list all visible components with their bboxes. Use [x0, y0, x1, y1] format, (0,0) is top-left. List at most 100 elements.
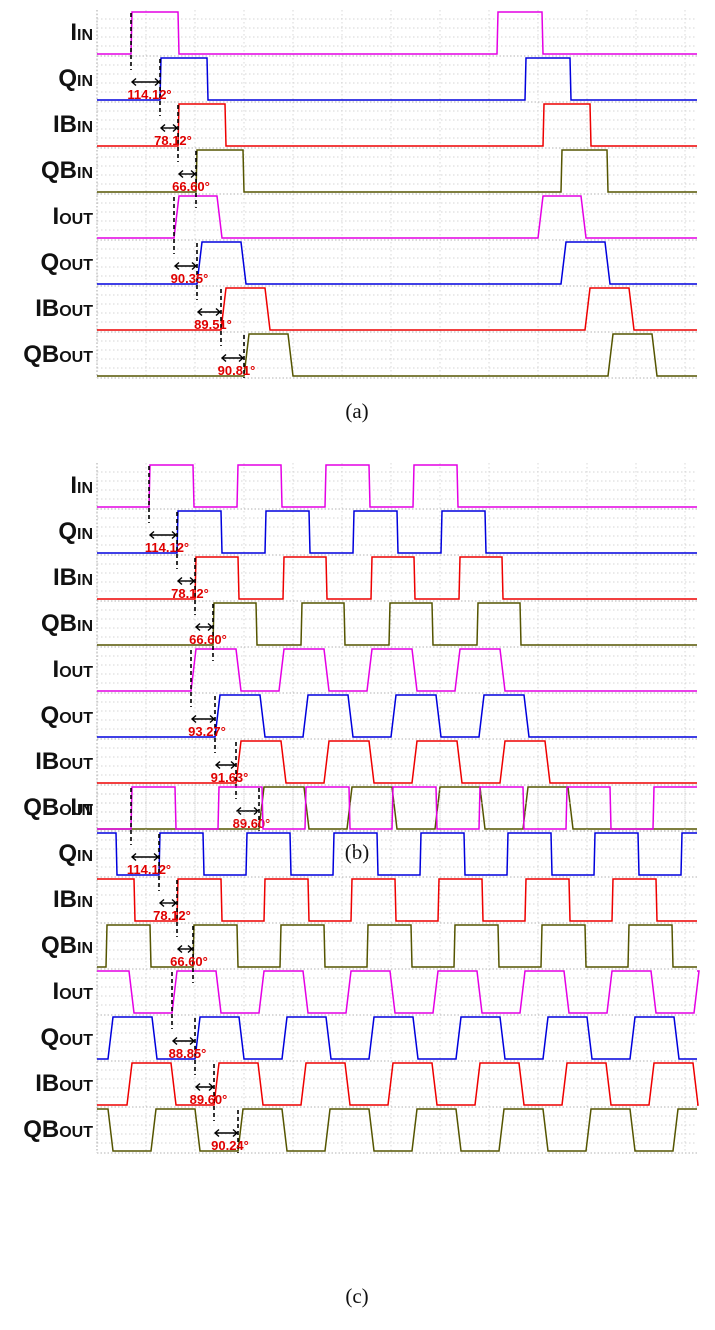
signal-label-sub: OUT [59, 986, 93, 1003]
phase-arrow [171, 1036, 196, 1046]
phase-arrow [176, 944, 194, 954]
signal-label: IIN [70, 794, 93, 821]
waveform-q-in [97, 510, 697, 554]
phase-arrow [148, 530, 178, 540]
panel-b: IINQINIBINQBINIOUTQOUTIBOUTQBOUT114.12°7… [23, 463, 697, 864]
panel-caption: (b) [345, 840, 370, 864]
signal-label: QIN [58, 518, 93, 545]
phase-label: 91.63° [211, 770, 249, 785]
phase-label: 78.12° [171, 586, 209, 601]
signal-label-base: Q [58, 518, 77, 545]
signal-label-sub: IN [77, 73, 93, 90]
signal-label-base: I [53, 203, 60, 230]
waveform-q-out [97, 694, 697, 738]
phase-arrow [194, 1082, 215, 1092]
phase-label: 90.35° [171, 271, 209, 286]
phase-arrow [177, 169, 197, 179]
signal-label-base: Q [58, 840, 77, 867]
signal-label-base: Q [41, 249, 60, 276]
signal-label: QOUT [41, 249, 94, 276]
signal-label: IBOUT [35, 748, 93, 775]
signal-label: QBOUT [23, 794, 93, 821]
signal-label-base: IB [35, 295, 59, 322]
panel-caption: (a) [345, 399, 368, 423]
signal-label-sub: IN [77, 27, 93, 44]
waveform-qb-out [97, 333, 697, 377]
phase-arrow [130, 852, 160, 862]
phase-label: 78.12° [154, 133, 192, 148]
signal-label: QIN [58, 840, 93, 867]
signal-label-sub: OUT [59, 756, 93, 773]
waveform-i-out [97, 970, 700, 1014]
signal-label-sub: IN [77, 572, 93, 589]
grid [96, 785, 697, 1154]
waveform-q-in [97, 57, 697, 101]
waveform-ib-out [97, 1062, 699, 1106]
signal-label-sub: IN [77, 848, 93, 865]
signal-label-base: I [70, 472, 77, 499]
signal-label-base: QB [23, 341, 59, 368]
signal-label-sub: IN [77, 480, 93, 497]
signal-label: QBIN [41, 157, 93, 184]
signal-label: IIN [70, 472, 93, 499]
waveform-ib-in [97, 103, 697, 147]
waveform-qb-out [97, 786, 697, 830]
phase-label: 89.60° [233, 816, 271, 831]
signal-label-sub: OUT [59, 1124, 93, 1141]
signal-label: IOUT [53, 656, 94, 683]
phase-label: 78.12° [153, 908, 191, 923]
waveform-ib-in [97, 556, 697, 600]
signal-label-sub: OUT [59, 211, 93, 228]
signal-label-sub: OUT [59, 1032, 93, 1049]
phase-arrow [130, 77, 161, 87]
waveform-q-out [97, 1016, 697, 1060]
phase-arrow [220, 353, 245, 363]
signal-label-base: I [70, 19, 77, 46]
signal-label-base: I [53, 978, 60, 1005]
signal-label-base: I [53, 656, 60, 683]
signal-label: QOUT [41, 702, 94, 729]
waveform-qb-in [97, 924, 697, 968]
waveform-i-out [97, 648, 697, 692]
signal-label-sub: IN [77, 618, 93, 635]
waveform-ib-out [97, 287, 697, 331]
signal-label: QBOUT [23, 1116, 93, 1143]
signal-label: IBOUT [35, 1070, 93, 1097]
phase-arrow [159, 123, 179, 133]
signal-label: QIN [58, 65, 93, 92]
panel-c: IINQINIBINQBINIOUTQOUTIBOUTQBOUT114.12°7… [23, 785, 700, 1308]
phase-arrow [173, 261, 198, 271]
signal-label: IOUT [53, 203, 94, 230]
signal-label-base: Q [41, 702, 60, 729]
waveform-q-in [97, 832, 697, 876]
signal-label-base: QB [41, 157, 77, 184]
waveform-i-in [97, 464, 697, 508]
phase-label: 66.60° [189, 632, 227, 647]
signal-label-sub: OUT [59, 349, 93, 366]
phase-arrow [190, 714, 216, 724]
signal-label-sub: IN [77, 526, 93, 543]
signal-label-sub: OUT [59, 257, 93, 274]
waveform-ib-out [97, 740, 697, 784]
signal-label-base: IB [35, 1070, 59, 1097]
phase-label: 93.27° [188, 724, 226, 739]
waveform-q-out [97, 241, 697, 285]
signal-label-sub: IN [77, 119, 93, 136]
panel-a: IINQINIBINQBINIOUTQOUTIBOUTQBOUT114.12°7… [23, 10, 697, 423]
signal-label-base: Q [58, 65, 77, 92]
signal-label-sub: OUT [59, 802, 93, 819]
signal-label-base: IB [53, 111, 77, 138]
waveform-i-in [97, 11, 697, 55]
phase-arrow [213, 1128, 239, 1138]
signal-label-sub: IN [77, 894, 93, 911]
panel-caption: (c) [345, 1284, 368, 1308]
signal-label-sub: OUT [59, 1078, 93, 1095]
phase-arrow [176, 576, 196, 586]
phase-arrow [194, 622, 214, 632]
signal-label: IBIN [53, 564, 93, 591]
signal-label-sub: OUT [59, 710, 93, 727]
signal-label-base: I [70, 794, 77, 821]
signal-label-base: QB [41, 610, 77, 637]
signal-label: QOUT [41, 1024, 94, 1051]
